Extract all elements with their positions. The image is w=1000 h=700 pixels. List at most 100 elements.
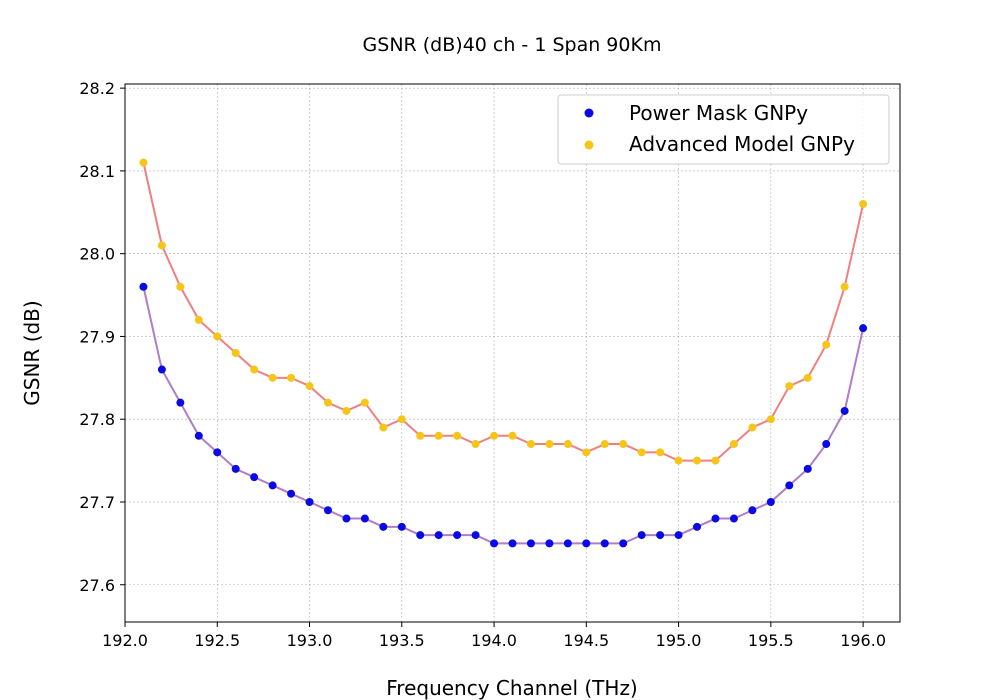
y-tick-label: 28.2 [79, 79, 115, 98]
data-point-1 [840, 282, 849, 291]
data-point-1 [342, 406, 351, 415]
data-point-0 [859, 324, 868, 333]
data-point-1 [637, 448, 646, 457]
data-point-1 [822, 340, 831, 349]
x-tick-label: 195.0 [656, 631, 702, 650]
data-point-1 [323, 398, 332, 407]
data-point-0 [157, 365, 166, 374]
data-point-0 [748, 506, 757, 515]
legend-label-power-mask: Power Mask GNPy [629, 101, 808, 125]
y-tick-label: 27.7 [79, 493, 115, 512]
x-axis-ticks: 192.0 192.5 193.0 193.5 194.0 194.5 195.0 195.5… [102, 622, 886, 650]
data-point-0 [268, 481, 277, 490]
data-point-1 [785, 382, 794, 391]
data-point-0 [582, 539, 591, 548]
series-line-0 [142, 286, 865, 545]
y-tick-label: 27.9 [79, 327, 115, 346]
data-point-0 [416, 531, 425, 540]
plot-frame [124, 83, 901, 623]
x-tick-label: 192.5 [194, 631, 240, 650]
data-point-0 [397, 522, 406, 531]
data-point-1 [305, 382, 314, 391]
data-point-1 [471, 440, 480, 449]
data-point-0 [342, 514, 351, 523]
data-point-0 [139, 282, 148, 291]
data-point-0 [490, 539, 499, 548]
data-point-0 [674, 531, 683, 540]
data-point-1 [766, 415, 775, 424]
data-point-0 [231, 464, 240, 473]
data-point-1 [139, 158, 148, 167]
legend-box [557, 94, 890, 165]
data-point-1 [416, 431, 425, 440]
data-point-1 [213, 332, 222, 341]
data-point-1 [748, 423, 757, 432]
data-point-0 [508, 539, 517, 548]
data-point-0 [360, 514, 369, 523]
data-point-0 [323, 506, 332, 515]
data-point-0 [176, 398, 185, 407]
chart-title: GSNR (dB)40 ch - 1 Span 90Km [363, 34, 662, 56]
data-point-0 [693, 522, 702, 531]
data-point-1 [582, 448, 591, 457]
x-tick-label: 196.0 [840, 631, 886, 650]
data-point-0 [250, 473, 259, 482]
data-point-1 [674, 456, 683, 465]
data-point-0 [545, 539, 554, 548]
series-points [139, 158, 868, 548]
y-axis-ticks: 27.6 27.7 27.8 27.9 28.0 28.1 28.2 [79, 79, 125, 595]
data-point-1 [268, 373, 277, 382]
data-point-0 [803, 464, 812, 473]
data-point-1 [619, 440, 628, 449]
legend-marker-advanced-model [584, 140, 594, 150]
y-tick-label: 28.1 [79, 162, 115, 181]
legend-label-advanced-model: Advanced Model GNPy [629, 132, 855, 156]
data-point-1 [434, 431, 443, 440]
data-point-1 [360, 398, 369, 407]
data-point-1 [545, 440, 554, 449]
data-point-1 [656, 448, 665, 457]
data-point-0 [822, 440, 831, 449]
data-point-0 [785, 481, 794, 490]
data-point-0 [711, 514, 720, 523]
data-point-0 [194, 431, 203, 440]
data-point-0 [213, 448, 222, 457]
legend: Power Mask GNPy Advanced Model GNPy [557, 94, 890, 165]
series-line-1 [142, 162, 865, 462]
data-point-1 [803, 373, 812, 382]
x-axis-label: Frequency Channel (THz) [386, 676, 638, 700]
data-point-0 [637, 531, 646, 540]
x-tick-label: 193.0 [287, 631, 333, 650]
x-tick-label: 195.5 [748, 631, 794, 650]
data-point-1 [157, 241, 166, 250]
data-point-0 [434, 531, 443, 540]
data-point-0 [563, 539, 572, 548]
y-axis-label: GSNR (dB) [20, 300, 44, 405]
data-point-1 [176, 282, 185, 291]
x-tick-label: 194.0 [471, 631, 517, 650]
data-point-0 [619, 539, 628, 548]
data-point-1 [563, 440, 572, 449]
data-point-1 [729, 440, 738, 449]
data-point-1 [379, 423, 388, 432]
data-point-1 [711, 456, 720, 465]
data-point-1 [397, 415, 406, 424]
data-point-1 [231, 349, 240, 357]
data-point-0 [379, 522, 388, 531]
data-point-0 [305, 497, 314, 506]
data-point-0 [526, 539, 535, 548]
data-point-0 [471, 531, 480, 540]
x-tick-label: 193.5 [379, 631, 425, 650]
data-point-0 [600, 539, 609, 548]
data-point-1 [859, 200, 868, 209]
series-lines [142, 162, 865, 545]
legend-marker-power-mask [584, 108, 594, 118]
data-point-1 [526, 440, 535, 449]
data-point-1 [490, 431, 499, 440]
data-point-0 [453, 531, 462, 540]
data-point-1 [453, 431, 462, 440]
data-point-1 [194, 315, 203, 324]
data-point-1 [250, 365, 259, 374]
data-point-0 [729, 514, 738, 523]
